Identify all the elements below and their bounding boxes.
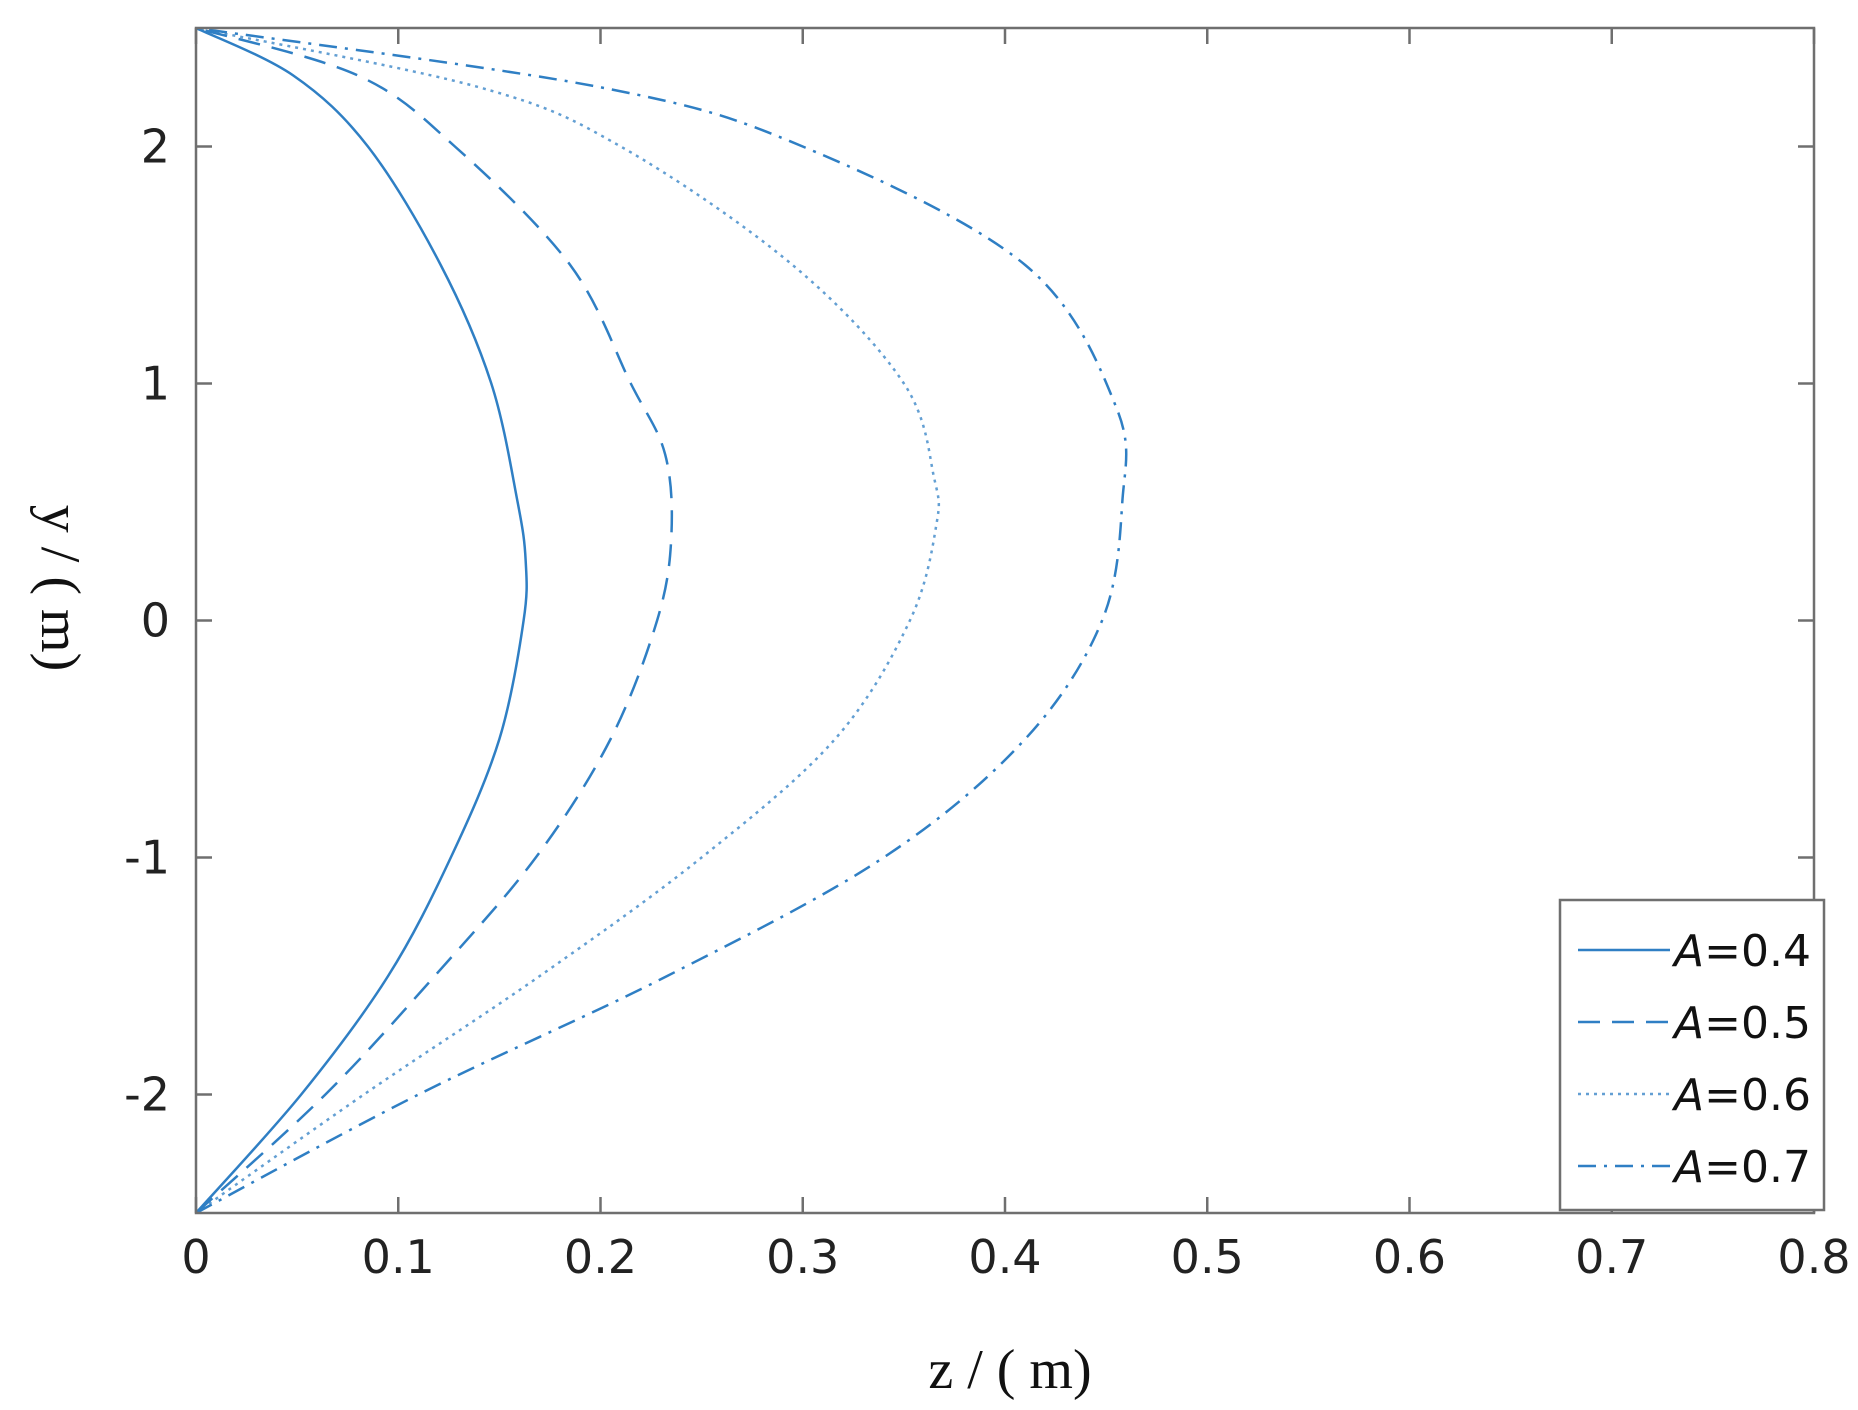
series-line-2 <box>195 26 674 1214</box>
tick-layer: 0 0.1 0.2 0.3 0.4 0.5 0.6 0.7 0.8 -2 -1 0 1 2 <box>124 28 1851 1284</box>
series-line-1 <box>195 26 528 1214</box>
y-axis-title: y / ( m) <box>29 505 91 671</box>
x-tick-label: 0 <box>181 1230 210 1284</box>
y-tick-label: 2 <box>141 120 170 174</box>
x-tick-label: 0.3 <box>766 1230 839 1284</box>
legend-label: A=0.6 <box>1671 1070 1811 1121</box>
x-axis-title: z / ( m) <box>928 1339 1091 1401</box>
series-line-3 <box>195 26 941 1215</box>
legend-label: A=0.7 <box>1671 1142 1811 1193</box>
x-tick-label: 0.6 <box>1373 1230 1446 1284</box>
legend: A=0.4 A=0.5 A=0.6 A=0.7 <box>1558 898 1826 1212</box>
x-tick-label: 0.1 <box>362 1230 435 1284</box>
legend-label: A=0.5 <box>1671 998 1811 1049</box>
series-line-4 <box>195 26 1128 1215</box>
legend-label: A=0.4 <box>1671 926 1811 977</box>
legend-box <box>1558 898 1826 1212</box>
x-tick-label: 0.5 <box>1171 1230 1244 1284</box>
y-tick-label: 1 <box>141 357 170 411</box>
y-tick-label: -2 <box>124 1068 170 1122</box>
series-layer <box>195 26 1128 1215</box>
x-tick-label: 0.7 <box>1575 1230 1648 1284</box>
axes-box <box>194 26 1816 1215</box>
x-tick-label: 0.8 <box>1777 1230 1850 1284</box>
y-tick-label: -1 <box>124 831 170 885</box>
y-tick-label: 0 <box>141 594 170 648</box>
x-tick-label: 0.4 <box>968 1230 1041 1284</box>
plot-area <box>196 28 1814 1213</box>
x-tick-label: 0.2 <box>564 1230 637 1284</box>
